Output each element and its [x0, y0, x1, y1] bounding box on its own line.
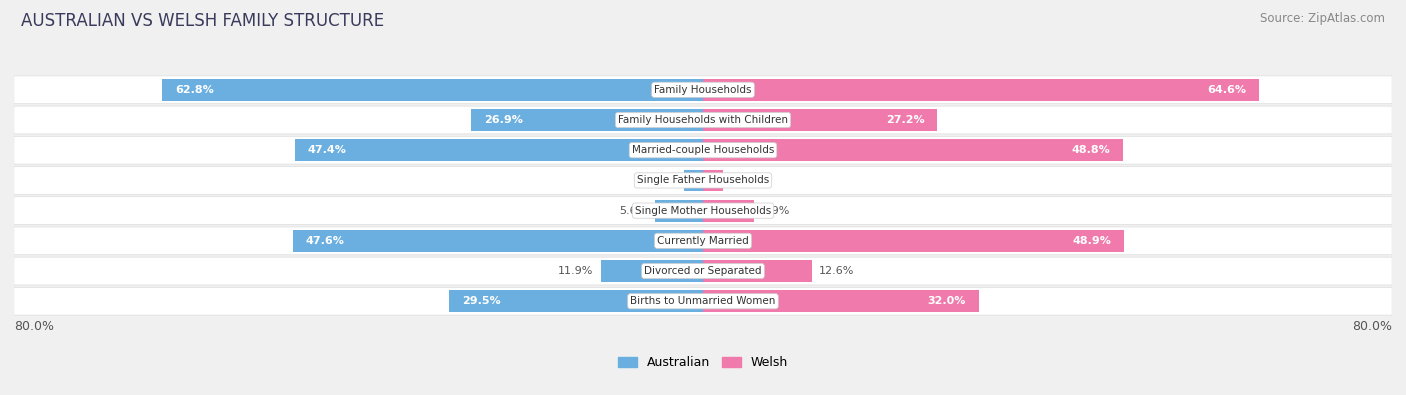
Text: 2.2%: 2.2% [648, 175, 678, 185]
Bar [703, 260, 811, 282]
Bar [292, 230, 703, 252]
FancyBboxPatch shape [14, 76, 1392, 104]
Text: 80.0%: 80.0% [14, 320, 53, 333]
FancyBboxPatch shape [14, 197, 1392, 224]
Text: Single Mother Households: Single Mother Households [636, 206, 770, 216]
Text: Family Households with Children: Family Households with Children [619, 115, 787, 125]
Bar [703, 109, 938, 131]
Text: 5.6%: 5.6% [620, 206, 648, 216]
FancyBboxPatch shape [14, 106, 1392, 134]
Text: Currently Married: Currently Married [657, 236, 749, 246]
Text: 47.6%: 47.6% [307, 236, 344, 246]
Text: 80.0%: 80.0% [1353, 320, 1392, 333]
Text: Married-couple Households: Married-couple Households [631, 145, 775, 155]
Text: 48.9%: 48.9% [1073, 236, 1111, 246]
Text: Source: ZipAtlas.com: Source: ZipAtlas.com [1260, 12, 1385, 25]
FancyBboxPatch shape [14, 136, 1392, 164]
FancyBboxPatch shape [14, 167, 1392, 194]
Bar [703, 79, 1260, 101]
FancyBboxPatch shape [14, 227, 1392, 255]
Text: 47.4%: 47.4% [308, 145, 347, 155]
Text: 2.3%: 2.3% [730, 175, 758, 185]
Bar [162, 79, 703, 101]
FancyBboxPatch shape [14, 287, 1392, 315]
Text: 26.9%: 26.9% [484, 115, 523, 125]
Bar [600, 260, 703, 282]
Text: AUSTRALIAN VS WELSH FAMILY STRUCTURE: AUSTRALIAN VS WELSH FAMILY STRUCTURE [21, 12, 384, 30]
Bar [703, 139, 1123, 161]
Text: 5.9%: 5.9% [761, 206, 789, 216]
Text: 29.5%: 29.5% [461, 296, 501, 306]
Text: Births to Unmarried Women: Births to Unmarried Women [630, 296, 776, 306]
Text: 27.2%: 27.2% [886, 115, 924, 125]
Text: 32.0%: 32.0% [928, 296, 966, 306]
Bar [295, 139, 703, 161]
Bar [703, 290, 979, 312]
Text: 62.8%: 62.8% [176, 85, 214, 95]
Bar [471, 109, 703, 131]
Text: Single Father Households: Single Father Households [637, 175, 769, 185]
Bar [703, 169, 723, 191]
Text: 64.6%: 64.6% [1208, 85, 1246, 95]
Bar [655, 200, 703, 222]
Bar [449, 290, 703, 312]
Bar [703, 230, 1125, 252]
Text: 11.9%: 11.9% [558, 266, 593, 276]
FancyBboxPatch shape [14, 257, 1392, 285]
Legend: Australian, Welsh: Australian, Welsh [613, 351, 793, 374]
Bar [703, 200, 754, 222]
Bar [685, 169, 703, 191]
Text: Family Households: Family Households [654, 85, 752, 95]
Text: Divorced or Separated: Divorced or Separated [644, 266, 762, 276]
Text: 12.6%: 12.6% [818, 266, 853, 276]
Text: 48.8%: 48.8% [1071, 145, 1111, 155]
